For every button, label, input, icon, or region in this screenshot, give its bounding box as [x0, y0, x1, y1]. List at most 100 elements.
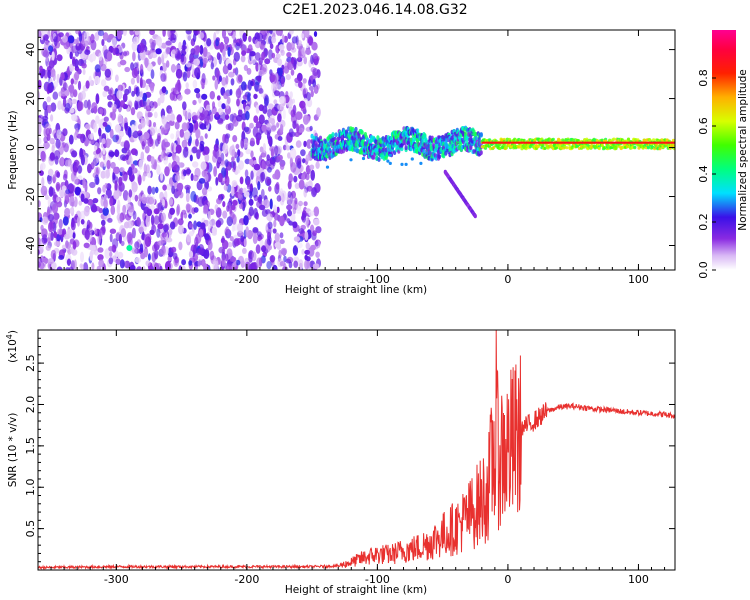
heatmap-cell [541, 144, 545, 148]
heatmap-cell [130, 124, 136, 133]
heatmap-cell [72, 232, 76, 239]
heatmap-cell [221, 235, 225, 243]
heatmap-cell [323, 152, 327, 156]
heatmap-cell [116, 30, 122, 40]
heatmap-cell [149, 229, 155, 235]
heatmap-cell [634, 141, 637, 144]
heatmap-cell [206, 51, 211, 59]
heatmap-cell [232, 160, 237, 171]
heatmap-cell [197, 30, 201, 35]
heatmap-cell [569, 141, 572, 144]
heatmap-cell [156, 164, 161, 175]
heatmap-cell [294, 131, 300, 137]
heatmap-cell [304, 30, 310, 38]
y-scale-factor-close: ) [7, 330, 19, 334]
heatmap-cell [110, 205, 116, 216]
heatmap-cell [130, 62, 135, 71]
heatmap-cell [186, 233, 192, 243]
heatmap-cell [68, 134, 74, 145]
heatmap-cell [243, 64, 248, 71]
heatmap-cell [109, 228, 117, 234]
heatmap-cell [608, 141, 611, 144]
heatmap-cell [104, 169, 111, 179]
heatmap-cell [233, 238, 240, 247]
heatmap-cell [43, 136, 48, 144]
heatmap-cell [57, 100, 62, 110]
heatmap-cell [672, 144, 675, 148]
heatmap-cell [131, 190, 136, 201]
heatmap-cell [43, 34, 49, 41]
heatmap-cell [621, 141, 624, 144]
heatmap-cell [102, 147, 106, 155]
heatmap-cell [171, 185, 176, 194]
heatmap-cell [111, 103, 117, 110]
top-x-tick-label: -200 [234, 273, 259, 286]
heatmap-cell [305, 49, 312, 55]
heatmap-cell [575, 144, 580, 148]
heatmap-cell [211, 227, 217, 235]
heatmap-cell [271, 52, 276, 59]
heatmap-cell [524, 141, 527, 144]
heatmap-cell [628, 141, 630, 144]
top-x-tick-label: -300 [104, 273, 129, 286]
heatmap-cell [278, 44, 285, 51]
heatmap-cell [215, 38, 220, 47]
heatmap-cell [143, 57, 150, 67]
heatmap-cell [124, 66, 131, 73]
heatmap-cell [145, 84, 149, 91]
heatmap-cell [498, 141, 501, 144]
heatmap-cell [169, 221, 176, 230]
heatmap-cell [386, 159, 390, 163]
heatmap-cell [216, 52, 221, 60]
heatmap-cell [360, 130, 364, 135]
heatmap-cell [113, 166, 120, 175]
spectrogram-image [38, 30, 675, 270]
heatmap-cell [630, 141, 633, 144]
heatmap-cell [131, 181, 138, 193]
top-y-tick-label: 0 [24, 144, 37, 151]
heatmap-cell [196, 149, 201, 160]
heatmap-cell [132, 160, 139, 166]
heatmap-cell [104, 182, 108, 189]
heatmap-cell [235, 42, 240, 51]
heatmap-cell [639, 141, 642, 144]
heatmap-cell [164, 141, 171, 148]
colorbar-title: Normalized spectral amplitude [737, 69, 749, 230]
heatmap-cell [45, 123, 51, 129]
heatmap-cell [660, 141, 663, 144]
heatmap-cell [612, 137, 616, 141]
heatmap-cell [276, 195, 282, 202]
heatmap-cell [109, 233, 113, 243]
bottom-x-tick-label: 100 [628, 573, 649, 586]
bottom-y-tick-label: 0.5 [24, 520, 37, 538]
heatmap-cell [262, 105, 268, 114]
bottom-x-tick-label: 0 [504, 573, 511, 586]
heatmap-cell [50, 102, 57, 112]
heatmap-cell [511, 141, 514, 144]
heatmap-cell [61, 35, 68, 43]
heatmap-cell [277, 154, 283, 161]
heatmap-cell [312, 263, 320, 270]
heatmap-cell [494, 141, 497, 144]
heatmap-cell [199, 106, 203, 113]
heatmap-cell [518, 141, 521, 144]
heatmap-cell [267, 226, 272, 237]
heatmap-cell [161, 150, 166, 159]
heatmap-cell [176, 137, 181, 147]
heatmap-cell [47, 82, 53, 93]
heatmap-cell [153, 111, 158, 119]
heatmap-cell [183, 122, 190, 131]
heatmap-cell [194, 264, 199, 270]
heatmap-cell [613, 141, 616, 144]
heatmap-cell [144, 145, 150, 154]
heatmap-cell [349, 158, 353, 162]
heatmap-cell [94, 174, 100, 185]
heatmap-cell [70, 78, 75, 85]
heatmap-cell [302, 78, 307, 84]
heatmap-cell [564, 141, 566, 144]
heatmap-cell [154, 249, 159, 260]
heatmap-cell [312, 68, 319, 77]
heatmap-cell [144, 236, 152, 247]
heatmap-cell [119, 259, 125, 269]
heatmap-cell [442, 153, 446, 159]
